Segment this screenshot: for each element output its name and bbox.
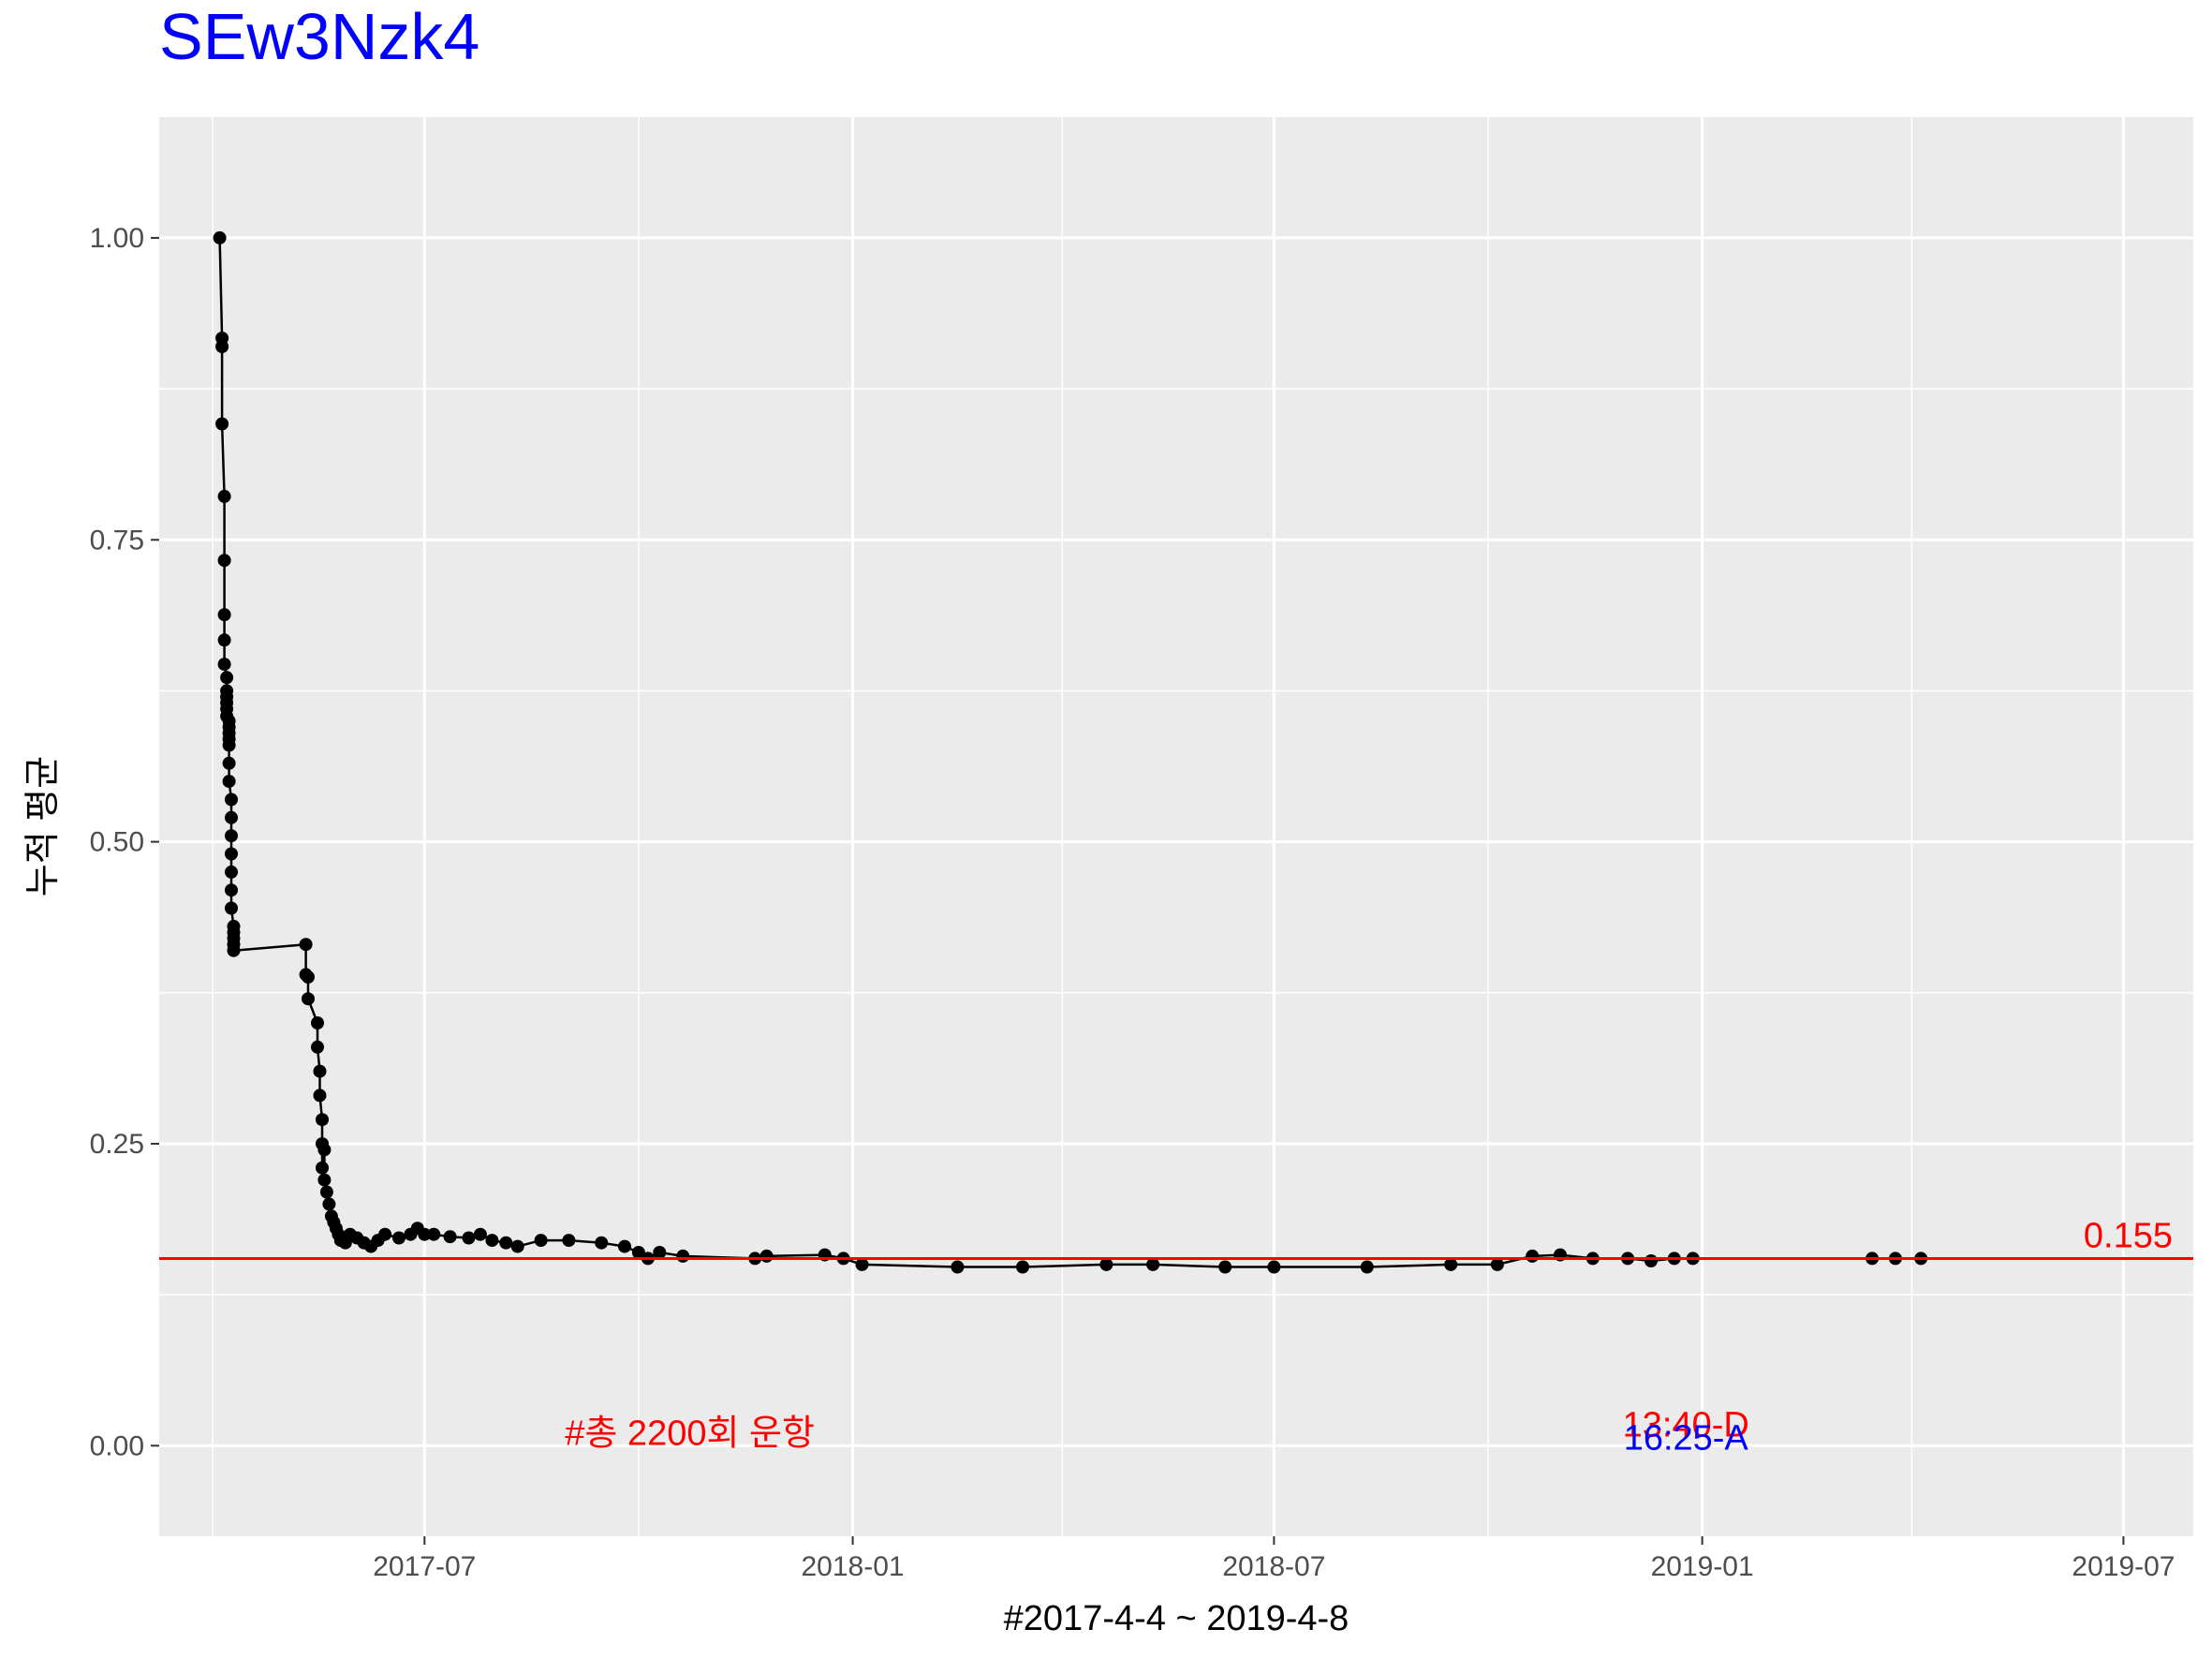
y-tick-label: 0.00: [90, 1430, 144, 1461]
data-point: [225, 810, 238, 824]
data-point: [311, 1016, 324, 1029]
y-tick-label: 0.25: [90, 1129, 144, 1160]
reference-layer: 0.155: [159, 1216, 2193, 1260]
x-tick-label: 2018-07: [1222, 1551, 1325, 1582]
data-point: [443, 1230, 457, 1244]
data-point: [534, 1234, 548, 1248]
data-point: [215, 340, 229, 353]
data-point: [1146, 1257, 1160, 1271]
data-point: [485, 1234, 499, 1248]
data-point: [473, 1227, 487, 1241]
data-point: [676, 1249, 690, 1263]
data-point: [222, 756, 236, 770]
data-point: [427, 1227, 441, 1241]
data-point: [1526, 1249, 1540, 1263]
data-point: [225, 847, 238, 861]
annotation-text: #총 2200회 운항: [565, 1414, 815, 1453]
data-point: [1360, 1260, 1374, 1274]
data-point: [378, 1227, 392, 1241]
plot-panel: [159, 117, 2193, 1536]
data-point: [855, 1257, 869, 1271]
data-point: [499, 1236, 513, 1250]
reference-line-label: 0.155: [2084, 1216, 2173, 1255]
data-point: [618, 1239, 631, 1253]
y-tick-label: 1.00: [90, 223, 144, 254]
annotation-text: 16:25-A: [1624, 1419, 1749, 1459]
data-point: [1267, 1260, 1281, 1274]
annotation-text: 13:40-D: [1623, 1405, 1749, 1444]
grid: [159, 117, 2193, 1536]
data-point: [1218, 1260, 1232, 1274]
data-point: [217, 608, 231, 622]
data-point: [1644, 1254, 1658, 1267]
data-point: [562, 1234, 576, 1248]
data-point: [1016, 1260, 1029, 1274]
chart-title: SEw3Nzk4: [159, 0, 479, 73]
x-tick-label: 2019-01: [1651, 1551, 1754, 1582]
data-point: [225, 901, 238, 915]
data-point: [225, 865, 238, 879]
data-point: [313, 1064, 327, 1078]
data-point: [215, 417, 229, 431]
data-point: [311, 1040, 324, 1054]
data-point: [213, 230, 227, 244]
y-tick-label: 0.50: [90, 827, 144, 858]
data-point: [653, 1246, 667, 1259]
data-point: [462, 1231, 476, 1245]
data-point: [217, 658, 231, 672]
data-point: [759, 1249, 774, 1263]
data-point: [299, 938, 313, 952]
data-point: [227, 943, 241, 957]
x-axis-title: #2017-4-4 ~ 2019-4-8: [1004, 1599, 1349, 1638]
data-point: [418, 1227, 432, 1241]
data-point: [319, 1185, 333, 1199]
data-point: [317, 1143, 332, 1157]
series-layer: [213, 230, 1928, 1274]
x-tick-label: 2018-01: [802, 1551, 905, 1582]
x-tick-label: 2019-07: [2072, 1551, 2175, 1582]
y-tick-label: 0.75: [90, 525, 144, 555]
data-point: [631, 1246, 645, 1259]
data-point: [217, 554, 231, 568]
data-point: [302, 992, 315, 1006]
x-tick-label: 2017-07: [373, 1551, 476, 1582]
axis-ticks: 2017-07 2018-01 2018-07 2019-01 2019-07 0.00 0…: [90, 223, 2175, 1582]
data-point: [222, 775, 236, 789]
data-point: [217, 489, 231, 503]
data-point: [1444, 1257, 1458, 1271]
data-point: [225, 792, 238, 807]
data-point: [225, 883, 238, 897]
data-point: [1099, 1257, 1113, 1271]
data-point: [220, 671, 234, 685]
data-point: [510, 1239, 524, 1253]
data-point: [322, 1197, 336, 1211]
data-point: [1490, 1257, 1504, 1271]
data-point: [316, 1113, 329, 1127]
annotation-layer: #총 2200회 운항 13:40-D16:25-A: [565, 1405, 1749, 1458]
data-point: [225, 829, 238, 843]
data-point: [595, 1236, 609, 1250]
data-point: [951, 1260, 965, 1274]
data-point: [313, 1089, 327, 1103]
data-point: [217, 633, 231, 647]
data-point: [316, 1161, 329, 1175]
data-point: [302, 970, 315, 984]
data-point: [392, 1231, 406, 1245]
y-axis-title: 누적 평균: [23, 756, 63, 896]
data-point: [222, 738, 236, 752]
data-point: [317, 1173, 332, 1187]
